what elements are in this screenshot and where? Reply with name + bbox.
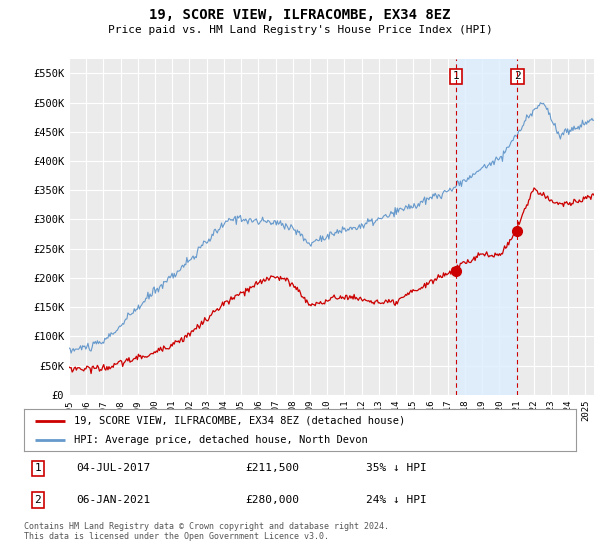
Bar: [456, 59, 517, 395]
Text: 2: 2: [34, 495, 41, 505]
Text: 35% ↓ HPI: 35% ↓ HPI: [366, 464, 427, 473]
Text: 1: 1: [34, 464, 41, 473]
Text: 24% ↓ HPI: 24% ↓ HPI: [366, 495, 427, 505]
Text: 19, SCORE VIEW, ILFRACOMBE, EX34 8EZ (detached house): 19, SCORE VIEW, ILFRACOMBE, EX34 8EZ (de…: [74, 416, 405, 426]
Text: £280,000: £280,000: [245, 495, 299, 505]
Text: HPI: Average price, detached house, North Devon: HPI: Average price, detached house, Nort…: [74, 435, 367, 445]
Text: 06-JAN-2021: 06-JAN-2021: [76, 495, 151, 505]
Text: 19, SCORE VIEW, ILFRACOMBE, EX34 8EZ: 19, SCORE VIEW, ILFRACOMBE, EX34 8EZ: [149, 8, 451, 22]
Text: 04-JUL-2017: 04-JUL-2017: [76, 464, 151, 473]
Text: Price paid vs. HM Land Registry's House Price Index (HPI): Price paid vs. HM Land Registry's House …: [107, 25, 493, 35]
Text: Contains HM Land Registry data © Crown copyright and database right 2024.
This d: Contains HM Land Registry data © Crown c…: [24, 522, 389, 542]
Text: £211,500: £211,500: [245, 464, 299, 473]
Text: 2: 2: [514, 71, 521, 81]
Text: 1: 1: [453, 71, 460, 81]
